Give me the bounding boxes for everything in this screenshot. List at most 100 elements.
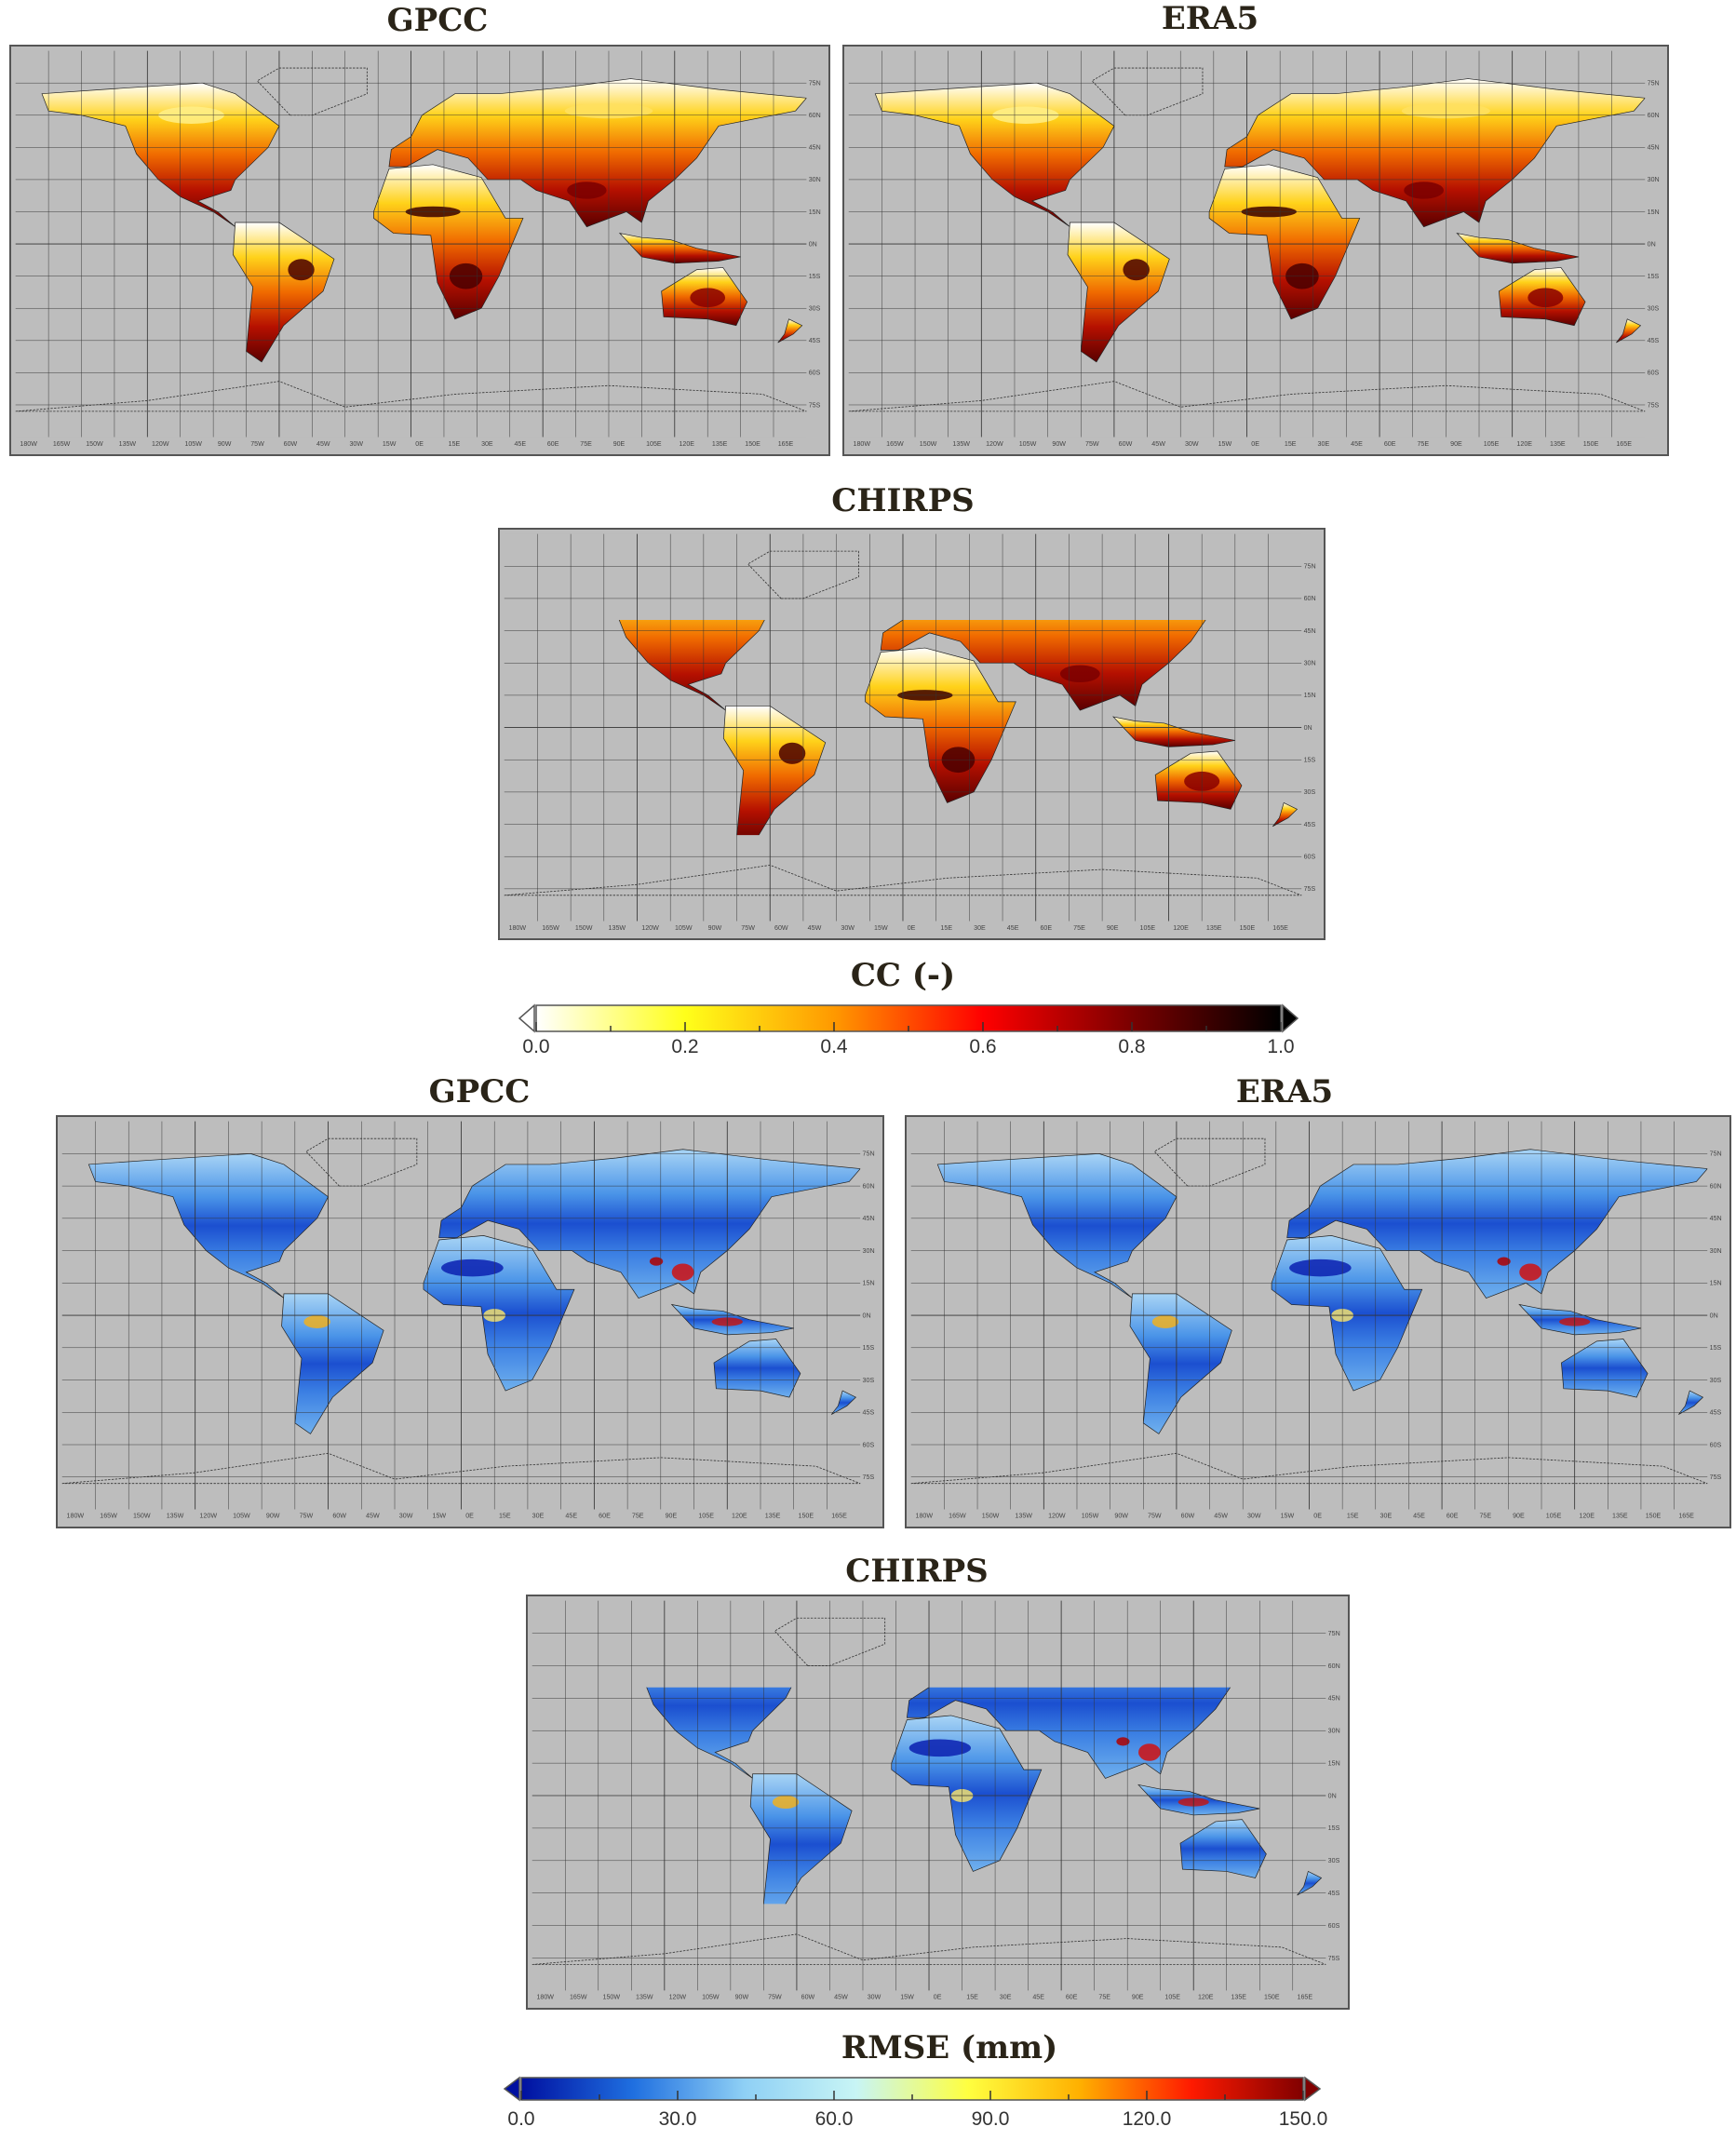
land-australia bbox=[1179, 1819, 1267, 1878]
land-new-zealand bbox=[1272, 801, 1299, 828]
value-region bbox=[671, 1263, 694, 1281]
lon-tick-label: 105W bbox=[233, 1514, 250, 1520]
lon-tick-label: 60E bbox=[547, 441, 559, 448]
lat-tick-label: 30N bbox=[863, 1248, 875, 1255]
land-south-america bbox=[233, 222, 335, 363]
land-new-zealand bbox=[1616, 318, 1642, 343]
lon-tick-label: 135E bbox=[1550, 441, 1566, 448]
lon-tick-label: 75E bbox=[1479, 1514, 1491, 1520]
value-region bbox=[567, 182, 607, 199]
lon-tick-label: 30W bbox=[1247, 1514, 1261, 1520]
lat-tick-label: 0N bbox=[1710, 1312, 1718, 1319]
lat-tick-label: 45N bbox=[863, 1216, 875, 1222]
lat-tick-label: 45S bbox=[863, 1410, 875, 1417]
lat-tick-label: 75S bbox=[1328, 1956, 1340, 1962]
rmse-colorbar-title: RMSE (mm) bbox=[841, 2029, 1058, 2066]
lon-tick-label: 60W bbox=[1181, 1514, 1195, 1520]
lat-tick-label: 45N bbox=[809, 145, 821, 152]
lon-tick-label: 0E bbox=[465, 1514, 474, 1520]
lon-tick-label: 165W bbox=[542, 925, 559, 932]
lon-tick-label: 30E bbox=[974, 925, 986, 932]
lon-tick-label: 150W bbox=[603, 1995, 621, 2001]
lon-tick-label: 165E bbox=[1272, 925, 1288, 932]
cc-colorbar bbox=[518, 1003, 1299, 1033]
lon-tick-label: 45E bbox=[1413, 1514, 1425, 1520]
lat-tick-label: 30N bbox=[1304, 661, 1316, 667]
lat-tick-label: 75S bbox=[1648, 402, 1660, 409]
lat-tick-label: 60N bbox=[809, 113, 821, 119]
lat-tick-label: 45S bbox=[809, 338, 821, 344]
lat-tick-label: 60N bbox=[1648, 113, 1660, 119]
lon-tick-label: 30W bbox=[399, 1514, 413, 1520]
value-region bbox=[441, 1258, 504, 1277]
rmse-gpcc-map: 180W 165W 150W 135W 120W 105W 90W 75W 60W 45W 30W 1… bbox=[56, 1115, 884, 1528]
lon-tick-label: 150W bbox=[575, 925, 593, 932]
coastline-antarctica bbox=[910, 1452, 1708, 1485]
lon-tick-label: 105W bbox=[1019, 441, 1037, 448]
land-south-america bbox=[1129, 1293, 1232, 1434]
lat-tick-label: 75S bbox=[1710, 1474, 1722, 1481]
colorbar-tick-label: 150.0 bbox=[1278, 2108, 1328, 2130]
lon-tick-label: 150E bbox=[1240, 925, 1256, 932]
lat-tick-label: 75N bbox=[1328, 1631, 1340, 1637]
land-new-zealand bbox=[1678, 1390, 1704, 1415]
value-region bbox=[772, 1796, 800, 1809]
lon-tick-label: 30E bbox=[481, 441, 493, 448]
map-canvas: 180W 165W 150W 135W 120W 105W 90W 75W 60W 45W 30W 1… bbox=[61, 1121, 875, 1520]
lon-tick-label: 180W bbox=[67, 1514, 85, 1520]
lat-tick-label: 75N bbox=[1710, 1151, 1722, 1158]
lon-tick-label: 15W bbox=[383, 441, 397, 448]
lon-tick-label: 45W bbox=[1214, 1514, 1228, 1520]
lat-tick-label: 45N bbox=[1328, 1696, 1340, 1703]
lat-tick-label: 30S bbox=[1304, 789, 1316, 796]
lat-tick-label: 15N bbox=[863, 1281, 875, 1287]
lon-tick-label: 45E bbox=[1351, 441, 1363, 448]
lon-tick-label: 45E bbox=[514, 441, 526, 448]
lon-tick-label: 165W bbox=[100, 1514, 117, 1520]
lon-tick-label: 45E bbox=[1032, 1995, 1044, 2001]
lon-tick-label: 90E bbox=[1513, 1514, 1525, 1520]
lon-tick-label: 90E bbox=[1107, 925, 1119, 932]
lon-tick-label: 135E bbox=[765, 1514, 781, 1520]
lat-tick-label: 60S bbox=[863, 1442, 875, 1448]
lat-tick-label: 75N bbox=[1304, 564, 1316, 571]
lat-tick-label: 15S bbox=[1304, 758, 1316, 764]
value-region bbox=[1497, 1257, 1511, 1266]
lon-tick-label: 75E bbox=[632, 1514, 644, 1520]
lon-tick-label: 165W bbox=[886, 441, 904, 448]
lon-tick-label: 150E bbox=[1264, 1995, 1280, 2001]
lon-tick-label: 0E bbox=[415, 441, 424, 448]
lon-tick-label: 0E bbox=[1251, 441, 1259, 448]
lon-tick-label: 90E bbox=[1132, 1995, 1144, 2001]
lon-tick-label: 75W bbox=[250, 441, 264, 448]
lat-tick-label: 30N bbox=[1328, 1729, 1340, 1735]
lat-tick-label: 30N bbox=[1648, 177, 1660, 183]
lat-tick-label: 60S bbox=[1710, 1442, 1722, 1448]
value-region bbox=[1151, 1315, 1179, 1328]
coastline-antarctica bbox=[848, 381, 1646, 412]
lon-tick-label: 165E bbox=[778, 441, 794, 448]
value-region bbox=[1404, 182, 1444, 199]
colorbar-extend-high bbox=[1282, 1003, 1299, 1033]
lat-tick-label: 15N bbox=[1328, 1760, 1340, 1767]
value-region bbox=[1138, 1743, 1161, 1761]
colorbar-tick-label: 0.8 bbox=[1118, 1036, 1146, 1057]
lon-tick-label: 15E bbox=[940, 925, 952, 932]
lon-tick-label: 15W bbox=[874, 925, 888, 932]
lon-tick-label: 150W bbox=[86, 441, 103, 448]
lon-tick-label: 75E bbox=[1417, 441, 1429, 448]
lon-tick-label: 60E bbox=[1066, 1995, 1078, 2001]
lon-tick-label: 30W bbox=[868, 1995, 881, 2001]
lon-tick-label: 60W bbox=[284, 441, 298, 448]
lat-tick-label: 0N bbox=[1304, 725, 1312, 732]
lon-tick-label: 120E bbox=[1516, 441, 1532, 448]
lon-tick-label: 90W bbox=[1114, 1514, 1128, 1520]
lon-tick-label: 75W bbox=[1085, 441, 1099, 448]
colorbar-tick-label: 0.6 bbox=[969, 1036, 997, 1057]
lon-tick-label: 30E bbox=[1000, 1995, 1012, 2001]
colorbar-tick-label: 120.0 bbox=[1122, 2108, 1172, 2130]
lat-tick-label: 30S bbox=[809, 306, 821, 313]
lon-tick-label: 135W bbox=[1015, 1514, 1032, 1520]
land-south-america bbox=[281, 1293, 384, 1434]
map-canvas: 180W 165W 150W 135W 120W 105W 90W 75W 60W 45W 30W 1… bbox=[910, 1121, 1722, 1520]
